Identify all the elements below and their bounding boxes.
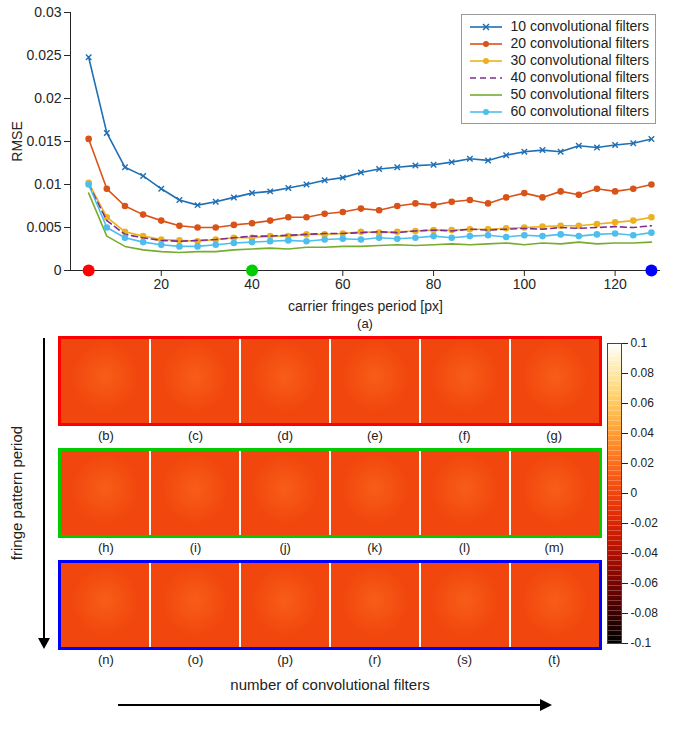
html-text:(a): (a) [357, 316, 373, 331]
html-text:(i): (i) [189, 540, 202, 555]
svg-text:RMSE: RMSE [9, 121, 25, 161]
svg-text:carrier fringes period [px]: carrier fringes period [px] [288, 298, 443, 314]
html-text:20 convolutional filters: 20 convolutional filters [510, 35, 649, 51]
svg-text:0.015: 0.015 [26, 133, 61, 149]
html-text:50 convolutional filters: 50 convolutional filters [510, 86, 649, 102]
html-text:number of convolutional filter: number of convolutional filters [230, 676, 430, 693]
svg-text:0.1: 0.1 [631, 336, 648, 350]
svg-text:0.02: 0.02 [631, 456, 655, 470]
svg-text:0.06: 0.06 [631, 396, 655, 410]
svg-text:60: 60 [335, 276, 351, 292]
html-text:(m): (m) [544, 540, 564, 555]
svg-text:-0.04: -0.04 [631, 546, 659, 560]
html-text:(p): (p) [277, 652, 294, 667]
svg-text:0: 0 [631, 486, 638, 500]
svg-text:0.005: 0.005 [26, 219, 61, 235]
svg-text:20: 20 [153, 276, 169, 292]
svg-text:-0.1: -0.1 [631, 636, 652, 650]
html-text:10 convolutional filters: 10 convolutional filters [510, 18, 649, 34]
svg-text:80: 80 [426, 276, 442, 292]
html-text:(o): (o) [187, 652, 204, 667]
svg-text:fringe pattern period: fringe pattern period [8, 426, 25, 560]
svg-text:0: 0 [54, 262, 62, 278]
html-text:(j): (j) [279, 540, 291, 555]
html-text:60 convolutional filters: 60 convolutional filters [510, 103, 649, 119]
html-text:(k): (k) [367, 540, 383, 555]
html-text:(b): (b) [97, 428, 114, 443]
svg-text:0.03: 0.03 [34, 4, 61, 20]
html-text:(n): (n) [97, 652, 114, 667]
html-text:(d): (d) [277, 428, 294, 443]
svg-text:0.01: 0.01 [34, 176, 61, 192]
svg-text:0.08: 0.08 [631, 366, 655, 380]
html-text:30 convolutional filters: 30 convolutional filters [510, 52, 649, 68]
svg-text:0.04: 0.04 [631, 426, 655, 440]
html-text:(f): (f) [458, 428, 471, 443]
svg-text:0.025: 0.025 [26, 47, 61, 63]
html-text:(h): (h) [97, 540, 114, 555]
svg-text:0.02: 0.02 [34, 90, 61, 106]
html-text:(l): (l) [458, 540, 471, 555]
svg-text:-0.08: -0.08 [631, 606, 659, 620]
html-text:(c): (c) [187, 428, 204, 443]
html-text:(e): (e) [366, 428, 383, 443]
html-text:(s): (s) [456, 652, 473, 667]
html-text:(r): (r) [368, 652, 382, 667]
svg-text:100: 100 [513, 276, 537, 292]
svg-text:-0.06: -0.06 [631, 576, 659, 590]
svg-text:40: 40 [244, 276, 260, 292]
html-text:40 convolutional filters: 40 convolutional filters [510, 69, 649, 85]
svg-text:-0.02: -0.02 [631, 516, 659, 530]
html-text:(g): (g) [546, 428, 563, 443]
svg-text:120: 120 [603, 276, 627, 292]
html-text:(t): (t) [548, 652, 561, 667]
